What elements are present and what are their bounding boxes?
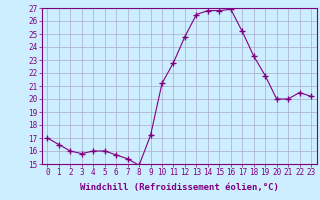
X-axis label: Windchill (Refroidissement éolien,°C): Windchill (Refroidissement éolien,°C) xyxy=(80,183,279,192)
